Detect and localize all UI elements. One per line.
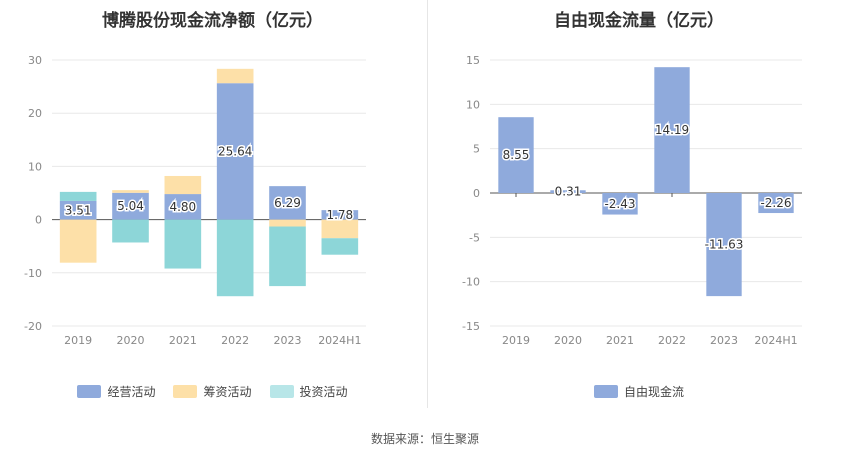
bar-筹资活动-2022 xyxy=(216,68,254,84)
x-tick-label: 2019 xyxy=(64,334,92,347)
bar-经营活动-2024H1 xyxy=(321,210,359,220)
bar-投资活动-2019 xyxy=(59,191,97,201)
y-tick-label: 5 xyxy=(473,143,480,156)
bar-投资活动-2024H1 xyxy=(321,238,359,255)
bar-投资活动-2023 xyxy=(269,226,306,287)
x-tick-label: 2022 xyxy=(221,334,249,347)
data-label: -2.43 xyxy=(604,197,635,211)
y-tick-label: 30 xyxy=(28,54,42,67)
bar-经营活动-2020 xyxy=(112,192,149,220)
x-tick-label: 2023 xyxy=(710,334,738,347)
data-label: 4.80 xyxy=(169,200,196,214)
y-tick-label: -10 xyxy=(24,267,42,280)
right-chart-panel: 自由现金流量（亿元） -15 -10 -5 0 5 10 15 2019 2020 2021 202… xyxy=(428,0,850,420)
bar-筹资活动-2020 xyxy=(112,190,149,193)
chart-title: 博腾股份现金流净额（亿元） xyxy=(102,11,323,31)
x-tick-label: 2021 xyxy=(169,334,197,347)
data-label: -2.26 xyxy=(760,196,791,210)
bar-筹资活动-2021 xyxy=(164,175,202,195)
bar-自由现金流-2024H1 xyxy=(758,193,794,214)
bar-经营活动-2023 xyxy=(269,186,306,220)
x-tick-label: 2020 xyxy=(117,334,145,347)
bar-经营活动-2019 xyxy=(59,200,97,220)
x-tick-label: 2024H1 xyxy=(318,334,361,347)
legend: 经营活动 筹资活动 投资活动 xyxy=(0,383,425,400)
legend-swatch-icon xyxy=(173,385,198,398)
y-tick-label: 20 xyxy=(28,107,42,120)
free-cashflow-chart: -15 -10 -5 0 5 10 15 2019 2020 2021 2022 2023 2024H1… xyxy=(462,54,802,347)
y-tick-label: -20 xyxy=(24,320,42,333)
data-label: 8.55 xyxy=(503,148,530,162)
legend-item-operating[interactable]: 经营活动 xyxy=(77,383,155,400)
data-label: -11.63 xyxy=(705,238,744,252)
x-tick-label: 2024H1 xyxy=(754,334,797,347)
data-label: 3.51 xyxy=(65,203,92,217)
data-label: 25.64 xyxy=(218,144,252,158)
bar-自由现金流-2020 xyxy=(550,190,586,193)
legend-item-investing[interactable]: 投资活动 xyxy=(269,383,348,400)
chart-title: 自由现金流量（亿元） xyxy=(554,11,724,31)
x-tick-label: 2023 xyxy=(274,334,302,347)
bar-投资活动-2022 xyxy=(216,219,254,297)
x-tick-label: 2021 xyxy=(606,334,634,347)
bar-筹资活动-2023 xyxy=(269,219,306,227)
legend: 自由现金流 xyxy=(428,383,850,400)
legend-label: 自由现金流 xyxy=(623,385,684,399)
legend-swatch-icon xyxy=(593,385,618,398)
data-label: 0.31 xyxy=(555,185,582,199)
legend-label: 投资活动 xyxy=(299,385,348,399)
x-tick-label: 2019 xyxy=(502,334,530,347)
legend-swatch-icon xyxy=(269,385,294,398)
y-tick-label: 0 xyxy=(35,214,42,227)
y-tick-label: 0 xyxy=(473,187,480,200)
x-tick-label: 2022 xyxy=(658,334,686,347)
cashflow-net-chart: -20 -10 0 10 20 30 2019 2020 2021 2022 2023 2024H1 3… xyxy=(24,54,366,347)
bar-经营活动-2021 xyxy=(164,194,202,220)
y-tick-label: 10 xyxy=(466,98,480,111)
data-source: 数据来源：恒生聚源 xyxy=(370,432,479,446)
y-tick-label: -10 xyxy=(462,276,480,289)
y-tick-label: 10 xyxy=(28,160,42,173)
x-tick-label: 2020 xyxy=(554,334,582,347)
bar-自由现金流-2022 xyxy=(654,67,690,193)
y-tick-label: -5 xyxy=(469,231,480,244)
legend-label: 经营活动 xyxy=(107,385,156,399)
legend-swatch-icon xyxy=(77,385,102,398)
y-tick-label: 15 xyxy=(466,54,480,67)
bar-筹资活动-2024H1 xyxy=(321,219,359,239)
data-label: 14.19 xyxy=(655,123,689,137)
data-label: 5.04 xyxy=(117,199,144,213)
bar-筹资活动-2019 xyxy=(59,219,97,263)
bar-投资活动-2021 xyxy=(164,219,202,269)
panel-divider xyxy=(427,0,428,408)
left-chart-panel: 博腾股份现金流净额（亿元） -20 -10 0 10 20 30 2019 2020 2021 2… xyxy=(0,0,425,420)
bar-自由现金流-2019 xyxy=(498,117,534,193)
bar-自由现金流-2021 xyxy=(602,193,638,215)
legend-item-free-cashflow[interactable]: 自由现金流 xyxy=(593,383,684,400)
legend-label: 筹资活动 xyxy=(203,385,252,399)
bar-投资活动-2020 xyxy=(112,219,149,243)
y-tick-label: -15 xyxy=(462,320,480,333)
bar-经营活动-2022 xyxy=(216,83,254,220)
legend-item-financing[interactable]: 筹资活动 xyxy=(173,383,252,400)
bar-自由现金流-2023 xyxy=(706,193,742,297)
data-label: 6.29 xyxy=(274,196,301,210)
data-label: 1.78 xyxy=(326,208,353,222)
